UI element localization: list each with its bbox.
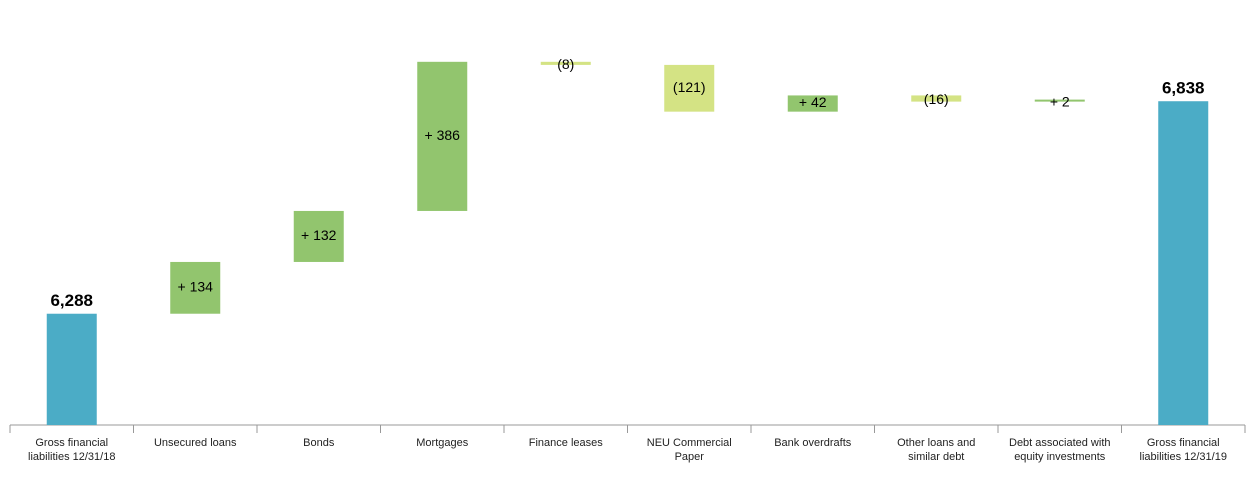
- change-bar: [787, 95, 838, 112]
- x-tick-label: NEU Commercial Paper: [646, 437, 732, 463]
- change-bar: [417, 61, 468, 211]
- change-bar: [911, 95, 962, 102]
- value-label: + 132: [301, 227, 337, 243]
- value-label: + 42: [799, 94, 827, 110]
- x-tick-label: Gross financial liabilities 12/31/19: [1139, 437, 1227, 463]
- value-label: (16): [924, 91, 949, 107]
- change-bar: [540, 61, 591, 65]
- x-tick-label: Other loans and similar debt: [897, 437, 976, 463]
- value-label: + 2: [1050, 93, 1070, 109]
- change-bar: [1034, 99, 1085, 102]
- x-tick-label: Bonds: [303, 437, 335, 449]
- total-bar: [46, 313, 97, 425]
- value-label: + 386: [425, 127, 461, 143]
- value-label: 6,838: [1162, 79, 1205, 98]
- x-tick-label: Gross financial liabilities 12/31/18: [28, 437, 116, 463]
- change-bar: [170, 261, 221, 314]
- value-label: (121): [673, 79, 706, 95]
- value-label: (8): [557, 56, 574, 72]
- x-tick-label: Unsecured loans: [153, 437, 237, 449]
- total-bar: [1158, 101, 1209, 426]
- x-tick-label: Mortgages: [416, 437, 469, 449]
- change-bar: [664, 64, 715, 112]
- x-tick-label: Finance leases: [528, 437, 603, 449]
- x-tick-label: Bank overdrafts: [774, 437, 852, 449]
- value-label: 6,288: [50, 291, 93, 310]
- x-tick-label: Debt associated with equity investments: [1009, 437, 1111, 463]
- value-label: + 134: [178, 279, 214, 295]
- change-bar: [293, 210, 344, 262]
